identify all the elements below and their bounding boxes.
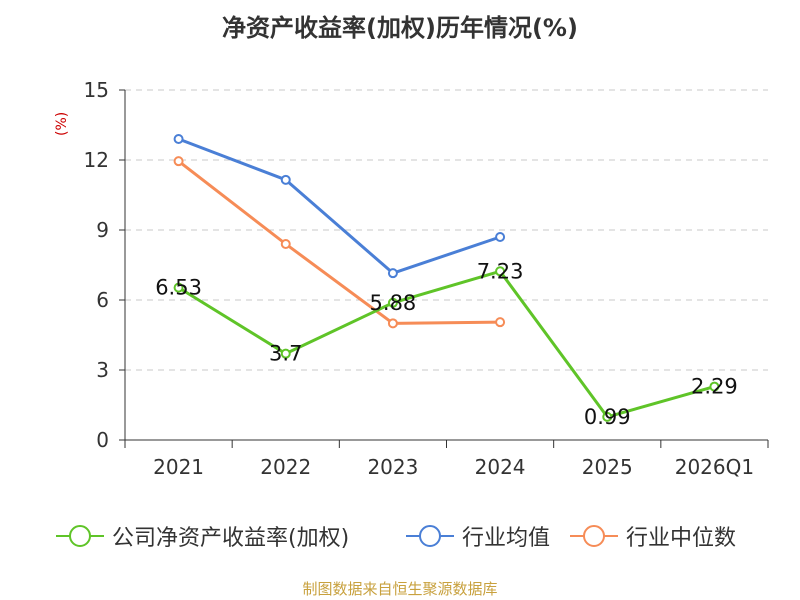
legend-label-median: 行业中位数: [626, 526, 737, 551]
data-point: [280, 239, 291, 249]
y-tick-label: 15: [84, 78, 109, 102]
chart-title: 净资产收益率(加权)历年情况(%): [222, 14, 578, 42]
x-tick-label: 2021: [153, 455, 204, 479]
x-tick-label: 2022: [260, 455, 311, 479]
data-point: [495, 317, 506, 328]
legend-item-industry-median[interactable]: 行业中位数: [570, 518, 736, 554]
legend-label-company: 公司净资产收益率(加权): [112, 526, 350, 551]
legend-swatch-median: [570, 518, 618, 554]
data-label: 6.53: [155, 276, 202, 300]
data-point: [280, 348, 291, 359]
legend-swatch-company: [56, 518, 104, 554]
series-line: [177, 269, 715, 419]
y-tick-label: 9: [96, 218, 109, 242]
legend-swatch-mean: [406, 518, 454, 554]
line-chart: 0 3 6 9 12 15 2021 2022 2023 2024 2025 2026Q1 6.53 3.…: [84, 78, 769, 479]
data-point: [173, 134, 184, 144]
data-label: 0.99: [584, 405, 631, 429]
y-tick-label: 0: [96, 428, 109, 452]
source-note: 制图数据来自恒生聚源数据库: [302, 580, 498, 598]
data-point: [173, 156, 184, 167]
x-tick-label: 2024: [475, 455, 526, 479]
data-point: [173, 282, 184, 293]
data-point: [387, 268, 398, 279]
legend-item-industry-mean[interactable]: 行业均值: [406, 518, 550, 554]
x-tick-label: 2026Q1: [675, 455, 754, 479]
data-point: [495, 266, 506, 277]
y-tick-label: 12: [84, 148, 109, 172]
x-tick-label: 2025: [582, 455, 633, 479]
data-label: 2.29: [691, 375, 738, 399]
data-point: [602, 411, 613, 422]
data-point: [387, 318, 398, 329]
data-point: [280, 174, 291, 185]
data-label: 3.7: [269, 342, 302, 366]
data-point: [387, 297, 398, 308]
series-line: [177, 159, 501, 325]
series-line: [178, 137, 501, 275]
y-tick-label: 6: [96, 288, 109, 312]
data-point: [495, 232, 506, 242]
legend: 公司净资产收益率(加权) 行业均值 行业中位数: [0, 518, 800, 558]
data-label: 7.23: [477, 259, 524, 283]
data-point: [709, 381, 720, 392]
legend-label-mean: 行业均值: [462, 526, 551, 551]
legend-item-company-roe[interactable]: 公司净资产收益率(加权): [56, 518, 349, 554]
data-label: 5.88: [370, 291, 417, 315]
y-tick-label: 3: [96, 358, 109, 382]
x-tick-label: 2023: [367, 455, 418, 479]
